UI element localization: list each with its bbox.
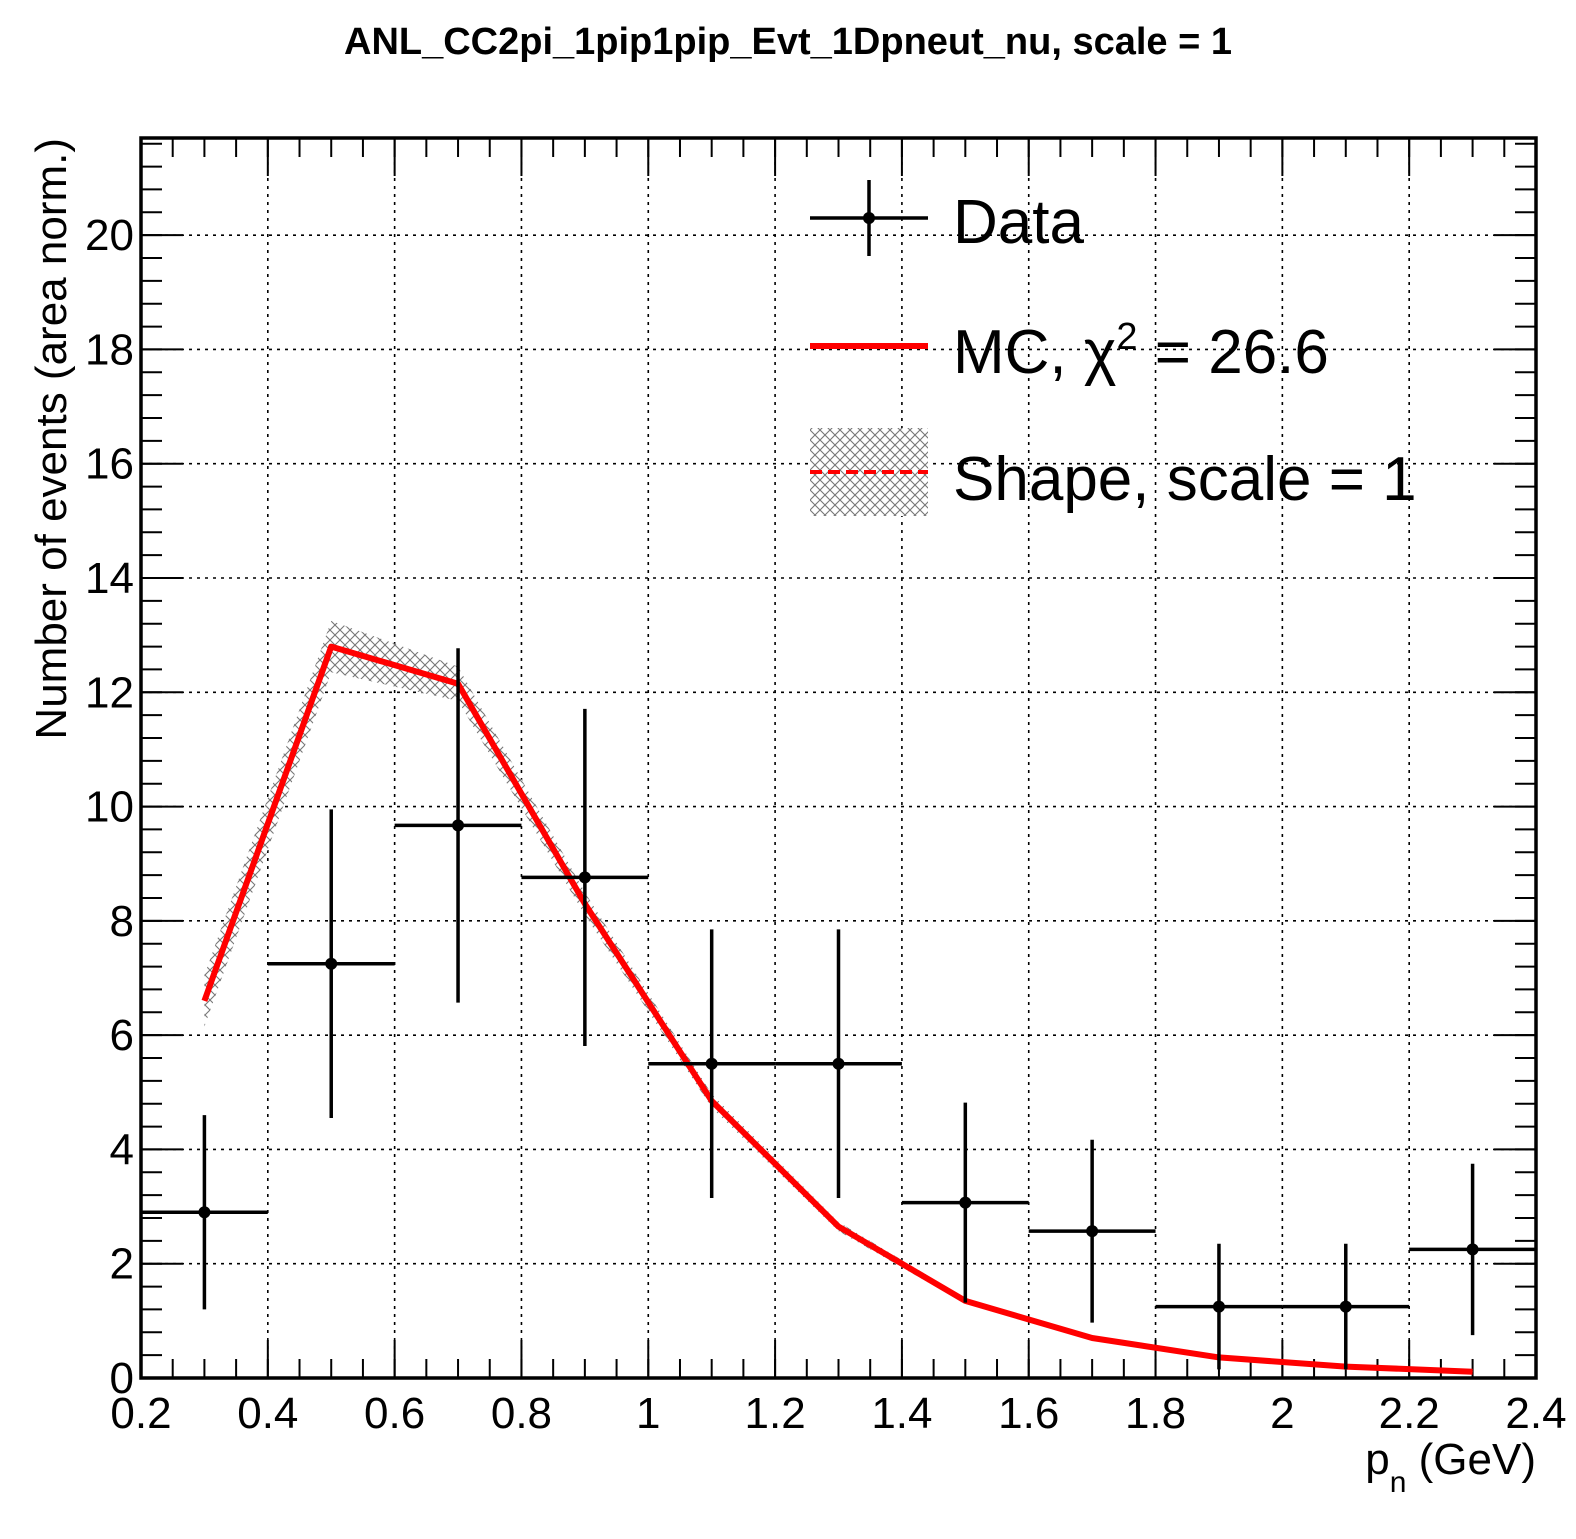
- data-marker: [578, 871, 591, 884]
- shape-band-area: [204, 620, 1473, 1373]
- data-marker: [452, 819, 465, 832]
- y-tick-label: 6: [110, 1011, 134, 1060]
- data-marker: [832, 1057, 845, 1070]
- data-marker: [1339, 1300, 1352, 1313]
- x-tick-label: 0.6: [364, 1389, 425, 1438]
- x-tick-label: 1.8: [1125, 1389, 1186, 1438]
- chart-title: ANL_CC2pi_1pip1pip_Evt_1Dpneut_nu, scale…: [344, 21, 1232, 63]
- legend-shape-label: Shape, scale = 1: [953, 445, 1417, 514]
- x-tick-label: 0.2: [110, 1389, 171, 1438]
- data-point: [521, 708, 649, 1046]
- axis-ticks: [140, 138, 1537, 1379]
- y-tick-label: 14: [85, 554, 134, 603]
- data-point: [394, 648, 522, 1003]
- data-marker: [325, 957, 338, 970]
- plot-frame: [139, 136, 1538, 1380]
- y-tick-label: 4: [110, 1125, 134, 1174]
- y-tick-label: 10: [85, 783, 134, 832]
- legend-data-marker-point: [863, 212, 875, 224]
- y-tick-label: 18: [85, 325, 134, 374]
- x-tick-label: 2.2: [1379, 1389, 1440, 1438]
- data-point: [648, 929, 776, 1198]
- y-axis-label: Number of events (area norm.): [27, 138, 76, 740]
- y-tick-label: 12: [85, 668, 134, 717]
- x-tick-label: 1.6: [998, 1389, 1059, 1438]
- x-tick-label: 2.4: [1505, 1389, 1566, 1438]
- x-tick-label: 0.4: [237, 1389, 298, 1438]
- y-tick-label: 2: [110, 1240, 134, 1289]
- x-axis-label: pn (GeV): [1365, 1435, 1536, 1499]
- x-tick-label: 1.4: [871, 1389, 932, 1438]
- data-marker: [1466, 1243, 1479, 1256]
- data-point: [775, 929, 902, 1198]
- data-point: [901, 1102, 1029, 1303]
- y-tick-labels: 0 2 4 6 8 10 12 14 16 18 20: [85, 211, 134, 1403]
- data-point: [1409, 1163, 1536, 1336]
- x-tick-label: 1.2: [745, 1389, 806, 1438]
- legend-entry-mc: MC, χ2 = 26.6: [810, 316, 1329, 387]
- y-tick-label: 16: [85, 440, 134, 489]
- legend: Data MC, χ2 = 26.6 Shape, scale = 1: [810, 180, 1417, 516]
- data-point: [267, 809, 395, 1118]
- x-tick-label: 2: [1270, 1389, 1294, 1438]
- grid: [141, 138, 1536, 1378]
- data-marker: [1212, 1300, 1225, 1313]
- data-marker: [959, 1196, 972, 1209]
- shape-band: [204, 620, 1473, 1373]
- x-tick-label: 0.8: [491, 1389, 552, 1438]
- y-tick-label: 0: [110, 1354, 134, 1403]
- legend-mc-label: MC, χ2 = 26.6: [953, 316, 1329, 387]
- legend-entry-shape: Shape, scale = 1: [810, 428, 1417, 516]
- data-point: [1028, 1139, 1156, 1323]
- x-tick-labels: 0.2 0.4 0.6 0.8 1 1.2 1.4 1.6 1.8 2 2.2 2.4: [110, 1389, 1566, 1438]
- data-series: [141, 648, 1536, 1370]
- data-marker: [1086, 1225, 1099, 1238]
- legend-entry-data: Data: [810, 180, 1084, 257]
- data-marker: [198, 1206, 211, 1219]
- y-tick-label: 8: [110, 897, 134, 946]
- x-tick-label: 1: [636, 1389, 660, 1438]
- data-point: [1282, 1243, 1410, 1370]
- data-point: [141, 1115, 268, 1310]
- y-tick-label: 20: [85, 211, 134, 260]
- data-point: [1155, 1243, 1283, 1370]
- legend-data-label: Data: [953, 188, 1084, 257]
- data-marker: [705, 1057, 718, 1070]
